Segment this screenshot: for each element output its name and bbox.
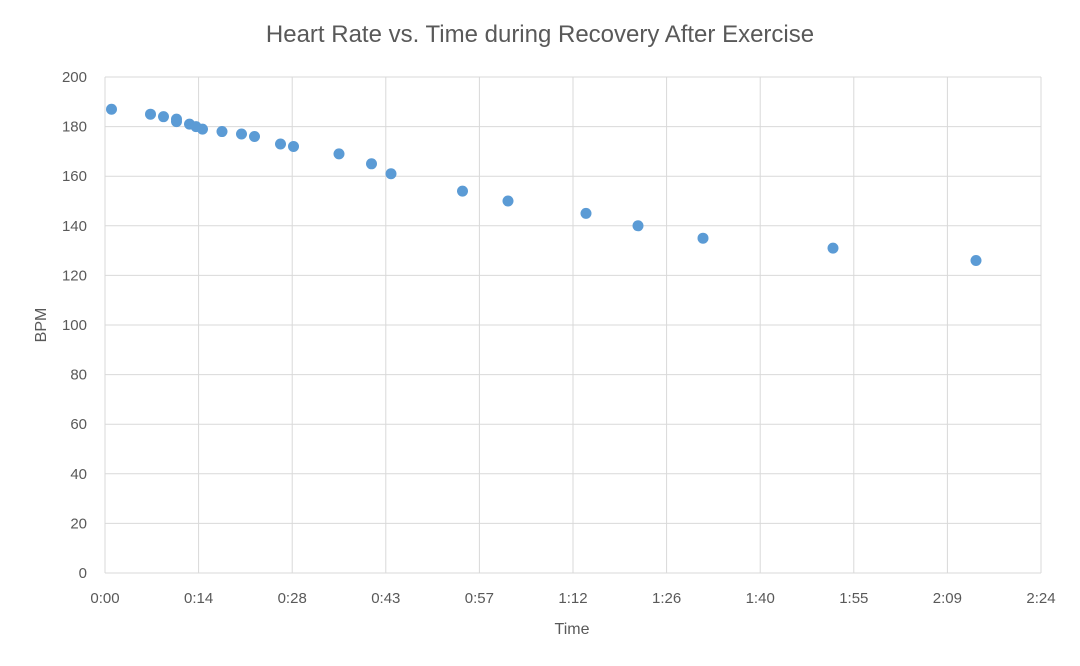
- data-point: [236, 128, 247, 140]
- x-tick-label: 2:09: [933, 590, 962, 607]
- data-points: [106, 103, 982, 267]
- data-point: [249, 131, 260, 143]
- y-axis-ticks: 0 20 40 60 80 100 120 140 160 180 200: [62, 69, 87, 582]
- data-point: [106, 103, 117, 115]
- data-point: [333, 148, 345, 160]
- x-tick-label: 1:40: [746, 590, 775, 607]
- y-tick-label: 120: [62, 267, 87, 284]
- data-point: [385, 168, 397, 180]
- y-tick-label: 180: [62, 119, 87, 136]
- y-tick-label: 20: [70, 515, 87, 532]
- x-tick-label: 2:24: [1026, 590, 1055, 607]
- x-tick-label: 0:28: [278, 590, 307, 607]
- y-axis-title: BPM: [33, 308, 50, 343]
- data-point: [275, 138, 286, 150]
- data-point: [171, 116, 182, 128]
- data-point: [502, 195, 514, 207]
- x-tick-label: 1:26: [652, 590, 681, 607]
- data-point: [197, 123, 208, 135]
- y-tick-label: 140: [62, 218, 87, 235]
- data-point: [697, 232, 709, 244]
- y-tick-label: 200: [62, 69, 87, 86]
- data-point: [145, 108, 156, 120]
- x-tick-label: 1:12: [558, 590, 587, 607]
- data-point: [827, 242, 839, 254]
- x-tick-label: 1:55: [839, 590, 868, 607]
- y-tick-label: 0: [79, 565, 87, 582]
- data-point: [158, 111, 169, 123]
- x-tick-label: 0:57: [465, 590, 494, 607]
- chart-title: Heart Rate vs. Time during Recovery Afte…: [266, 21, 814, 48]
- y-tick-label: 160: [62, 168, 87, 185]
- x-axis-ticks: 0:00 0:14 0:28 0:43 0:57 1:12 1:26 1:40 1:55 2:09…: [90, 590, 1055, 607]
- data-point: [288, 140, 299, 152]
- y-tick-label: 100: [62, 317, 87, 334]
- x-axis-title: Time: [555, 621, 590, 638]
- gridlines: [104, 76, 1042, 574]
- data-point: [632, 220, 644, 232]
- x-tick-label: 0:00: [90, 590, 119, 607]
- x-tick-label: 0:43: [371, 590, 400, 607]
- data-point: [216, 126, 228, 138]
- y-tick-label: 60: [70, 416, 87, 433]
- y-tick-label: 80: [70, 367, 87, 384]
- data-point: [366, 158, 377, 170]
- data-point: [580, 207, 592, 219]
- data-point: [970, 255, 982, 267]
- x-tick-label: 0:14: [184, 590, 213, 607]
- data-point: [457, 185, 468, 197]
- y-tick-label: 40: [70, 466, 87, 483]
